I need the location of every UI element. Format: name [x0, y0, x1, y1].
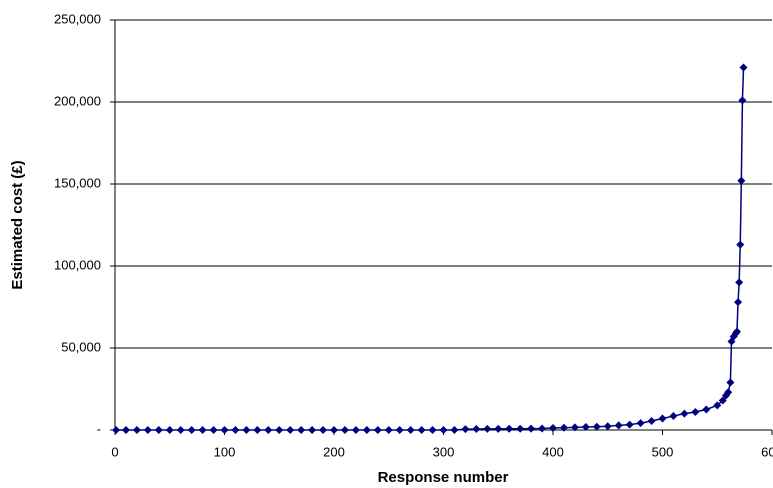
- x-axis-label: Response number: [378, 469, 509, 486]
- marker: [658, 414, 667, 423]
- marker: [737, 176, 746, 185]
- x-tick-label: 200: [323, 444, 345, 459]
- marker: [614, 421, 623, 430]
- marker: [732, 327, 741, 336]
- marker: [691, 407, 700, 416]
- marker: [209, 426, 218, 434]
- marker: [253, 426, 262, 434]
- marker: [286, 426, 295, 434]
- marker: [242, 426, 251, 434]
- marker: [428, 426, 437, 434]
- marker: [187, 426, 196, 434]
- marker: [505, 424, 514, 433]
- marker: [713, 401, 722, 410]
- marker: [527, 424, 536, 433]
- x-tick-label: 100: [214, 444, 236, 459]
- marker: [275, 426, 284, 434]
- marker: [112, 426, 121, 434]
- marker: [636, 419, 645, 428]
- marker: [395, 426, 404, 434]
- marker: [494, 424, 503, 433]
- marker: [483, 424, 492, 433]
- marker: [738, 96, 747, 105]
- y-axis-label: Estimated cost (£): [9, 160, 26, 289]
- marker: [724, 388, 733, 397]
- marker: [351, 426, 360, 434]
- marker: [734, 298, 743, 307]
- marker: [154, 426, 163, 434]
- marker: [417, 426, 426, 434]
- marker: [581, 423, 590, 432]
- marker: [220, 426, 229, 434]
- y-tick-label: 100,000: [54, 257, 101, 272]
- marker: [308, 426, 317, 434]
- marker: [406, 426, 415, 434]
- marker: [450, 426, 459, 434]
- marker: [319, 426, 328, 434]
- marker: [384, 426, 393, 434]
- x-tick-label: 300: [433, 444, 455, 459]
- marker: [669, 412, 678, 421]
- marker: [132, 426, 141, 434]
- marker: [461, 425, 470, 434]
- marker: [726, 378, 735, 387]
- x-tick-label: 600: [761, 444, 773, 459]
- marker: [625, 420, 634, 429]
- marker: [736, 240, 745, 249]
- y-tick-label: 200,000: [54, 93, 101, 108]
- marker: [297, 426, 306, 434]
- marker: [439, 426, 448, 434]
- marker: [549, 424, 557, 433]
- marker: [143, 426, 152, 434]
- marker: [330, 426, 338, 434]
- marker: [718, 396, 727, 405]
- marker: [702, 405, 711, 414]
- marker: [198, 426, 207, 434]
- marker: [739, 63, 748, 72]
- x-tick-label: 0: [111, 444, 118, 459]
- series-line: [116, 67, 745, 431]
- marker: [559, 423, 568, 432]
- marker: [121, 426, 130, 434]
- y-tick-label: 50,000: [61, 339, 101, 354]
- marker: [340, 426, 349, 434]
- marker: [538, 424, 547, 433]
- marker: [680, 409, 689, 418]
- marker: [647, 416, 656, 425]
- x-tick-label: 400: [542, 444, 564, 459]
- x-tick-label: 500: [652, 444, 674, 459]
- marker: [373, 426, 382, 434]
- y-tick-label: -: [97, 421, 101, 436]
- y-tick-label: 250,000: [54, 11, 101, 26]
- marker: [735, 278, 744, 287]
- marker: [603, 422, 612, 431]
- marker: [362, 426, 371, 434]
- y-tick-label: 150,000: [54, 175, 101, 190]
- marker: [165, 426, 174, 434]
- marker: [592, 422, 601, 431]
- marker: [231, 426, 240, 434]
- marker: [176, 426, 185, 434]
- marker: [472, 425, 481, 434]
- marker: [570, 423, 579, 432]
- marker: [516, 424, 525, 433]
- marker: [264, 426, 273, 434]
